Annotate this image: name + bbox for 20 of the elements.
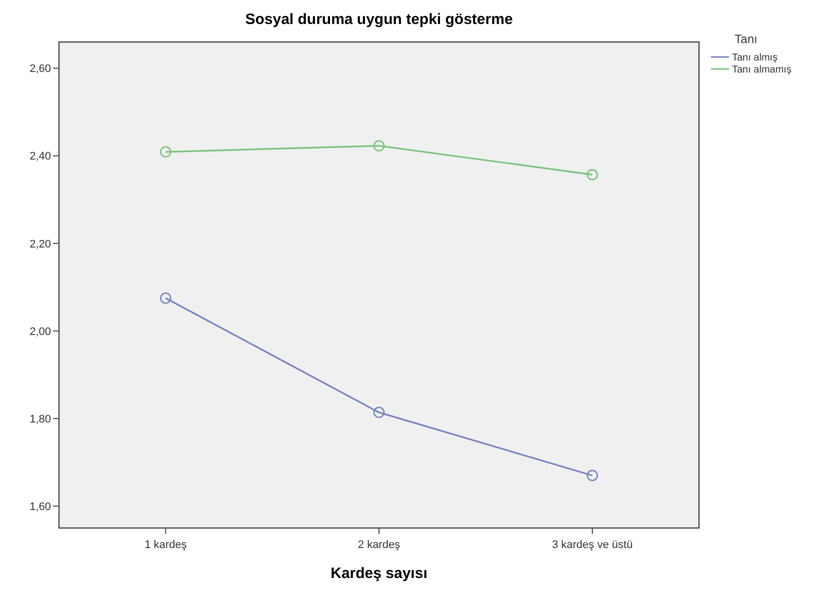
y-tick-label: 2,20	[30, 238, 51, 250]
point	[586, 470, 598, 482]
point	[160, 146, 172, 158]
y-tick-label: 2,60	[30, 63, 51, 76]
point	[160, 292, 172, 304]
legend-title: Tanı	[734, 32, 758, 46]
legend-label: Tanı almamış	[732, 64, 792, 76]
x-axis-title: Kardeş sayısı	[330, 565, 428, 582]
x-tick-label: 2 kardeş	[358, 539, 401, 551]
point	[373, 140, 385, 152]
chart-title: Sosyal duruma uygun tepki gösterme	[245, 11, 513, 28]
y-tick-label: 1,60	[30, 500, 51, 513]
point	[586, 169, 598, 180]
y-tick-label: 1,80	[30, 413, 51, 426]
y-tick-label: 2,00	[30, 326, 51, 338]
y-tick-label: 2,40	[30, 150, 51, 163]
point	[373, 406, 385, 418]
legend-label: Tanı almış	[732, 52, 778, 64]
x-tick-label: 3 kardeş ve üstü	[552, 539, 633, 551]
x-tick-label: 1 kardeş	[144, 539, 188, 551]
